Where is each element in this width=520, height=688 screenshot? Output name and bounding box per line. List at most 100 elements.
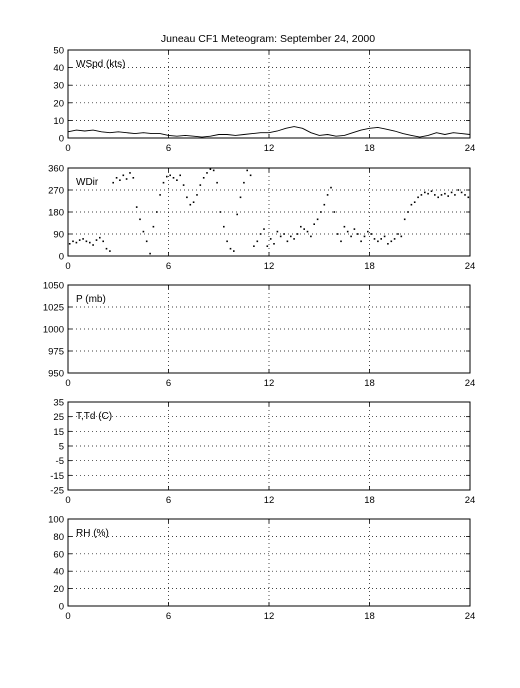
x-tick-label: 6 [166, 611, 171, 622]
y-tick-label: 50 [53, 46, 64, 57]
data-point [95, 239, 98, 241]
panel-label: P (mb) [76, 294, 106, 305]
data-point [196, 194, 198, 196]
data-point [363, 235, 366, 238]
data-point [115, 177, 118, 179]
data-point [393, 238, 396, 240]
data-point [300, 225, 302, 228]
data-point [212, 169, 215, 172]
x-tick-label: 24 [465, 378, 476, 389]
data-point [279, 235, 282, 238]
data-point [413, 201, 416, 203]
data-point [132, 177, 135, 179]
data-point [333, 211, 336, 213]
data-point [243, 181, 245, 184]
y-tick-label: -25 [50, 486, 64, 497]
data-point [320, 211, 322, 213]
y-tick-label: 60 [53, 549, 64, 560]
y-tick-label: 20 [53, 98, 64, 109]
x-tick-label: 24 [465, 611, 476, 622]
figure-title: Juneau CF1 Meteogram: September 24, 2000 [161, 33, 375, 45]
x-tick-label: 6 [166, 495, 171, 506]
data-point [350, 235, 352, 238]
data-point [440, 194, 443, 196]
data-point [135, 206, 138, 208]
data-point [139, 218, 141, 221]
x-tick-label: 0 [65, 378, 70, 389]
x-tick-label: 12 [264, 261, 275, 272]
x-tick-label: 24 [465, 143, 476, 154]
data-point [169, 174, 171, 177]
y-tick-label: 80 [53, 532, 64, 543]
data-point [454, 194, 456, 196]
data-point [249, 174, 252, 177]
data-point [434, 194, 436, 196]
data-point [343, 225, 346, 228]
data-point [233, 250, 235, 252]
data-point [383, 235, 386, 238]
x-tick-label: 0 [65, 611, 70, 622]
data-point [286, 240, 289, 243]
data-point [85, 240, 88, 243]
panel-label: T,Td (C) [76, 411, 112, 422]
x-tick-label: 0 [65, 495, 70, 506]
data-point [410, 203, 413, 206]
y-tick-label: 5 [59, 442, 64, 453]
x-tick-label: 18 [364, 378, 375, 389]
data-point [149, 252, 151, 255]
data-point [467, 196, 470, 199]
x-tick-label: 0 [65, 261, 70, 272]
data-point [192, 201, 195, 203]
data-point [219, 211, 222, 213]
data-point [360, 240, 362, 243]
y-tick-label: 15 [53, 427, 64, 438]
y-tick-label: 0 [59, 134, 64, 145]
x-tick-label: 12 [264, 495, 275, 506]
data-point [273, 243, 275, 245]
x-tick-label: 18 [364, 495, 375, 506]
data-point [367, 230, 369, 233]
data-point [129, 172, 131, 174]
data-point [75, 241, 78, 244]
data-point [166, 175, 168, 178]
data-point [229, 247, 232, 250]
data-point [89, 241, 91, 244]
panel-label: WSpd (kts) [76, 59, 125, 70]
data-point [464, 194, 466, 196]
x-tick-label: 6 [166, 143, 171, 154]
data-point [162, 181, 165, 184]
y-tick-label: -5 [56, 456, 64, 467]
data-point [380, 238, 382, 240]
data-point [92, 244, 94, 246]
data-point [357, 233, 359, 235]
data-point [340, 240, 342, 243]
data-point [460, 191, 463, 194]
data-point [159, 194, 161, 196]
data-point [223, 225, 225, 228]
y-tick-label: 1000 [43, 325, 64, 336]
series-line [67, 126, 471, 138]
y-tick-label: 180 [48, 208, 64, 219]
data-point [450, 191, 453, 194]
data-point [266, 245, 269, 247]
data-point [326, 194, 329, 196]
panel-4: 0 6 12 18 24 0 20 40 60 80 100 RH (%) [48, 515, 475, 623]
data-point [206, 172, 208, 174]
data-point [437, 196, 439, 199]
axes-box [67, 167, 471, 257]
data-point [253, 245, 255, 247]
data-point [336, 233, 339, 235]
y-tick-label: 100 [48, 515, 64, 526]
data-point [387, 243, 389, 245]
y-tick-label: 30 [53, 81, 64, 92]
data-point [346, 230, 349, 233]
data-point [430, 190, 433, 192]
data-point [427, 192, 429, 195]
data-point [105, 247, 108, 250]
data-point [68, 243, 71, 245]
data-point [424, 191, 426, 194]
axes-box [67, 401, 471, 491]
data-point [420, 194, 423, 196]
